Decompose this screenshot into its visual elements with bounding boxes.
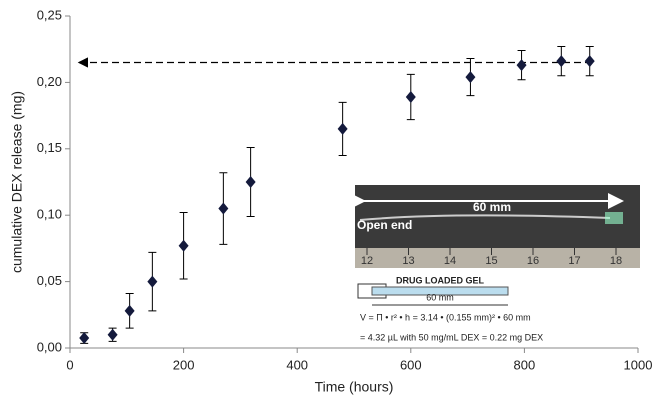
plot: 0,00 0,05 0,10 0,15 0,20 0,25 0 200 400 600 800 100… <box>37 7 653 372</box>
x-axis-label: Time (hours) <box>315 379 394 395</box>
point <box>465 71 476 84</box>
y-axis-label: cumulative DEX release (mg) <box>9 91 25 273</box>
ruler-label: 17 <box>568 255 580 267</box>
x-tick-label: 200 <box>173 357 195 372</box>
tube <box>359 214 611 221</box>
point <box>218 202 229 215</box>
y-tick-label: 0,15 <box>37 140 62 155</box>
gel-label: DRUG LOADED GEL <box>396 275 485 285</box>
y-tick-label: 0,20 <box>37 74 62 89</box>
end-label: Open end <box>357 218 412 232</box>
gel <box>371 286 509 296</box>
point <box>556 55 567 68</box>
ruler <box>355 248 640 268</box>
x-tick-label: 0 <box>66 357 73 372</box>
point <box>79 332 90 345</box>
length-label: 60 mm <box>473 200 511 214</box>
point <box>147 275 158 288</box>
x-tick-label: 400 <box>286 357 308 372</box>
formula: V = Π • r² • h = 3.14 • (0.155 mm)² • 60… <box>360 312 531 322</box>
point <box>584 55 595 68</box>
ruler-label: 15 <box>485 255 497 267</box>
point <box>107 328 118 341</box>
point <box>337 122 348 135</box>
y-tick-label: 0,25 <box>37 7 62 22</box>
ruler-label: 18 <box>610 255 622 267</box>
ruler-label: 14 <box>444 255 456 267</box>
ruler-label: 16 <box>527 255 539 267</box>
gel-length: 60 mm <box>426 292 454 302</box>
x-tick-label: 800 <box>514 357 536 372</box>
point <box>178 239 189 252</box>
inset: 60 mm Open end DRUG LOADED GEL 60 mm V =… <box>350 185 640 342</box>
point <box>405 91 416 104</box>
ruler-label: 12 <box>361 255 373 267</box>
ruler-label: 13 <box>402 255 414 267</box>
x-tick-label: 1000 <box>624 357 653 372</box>
point <box>516 59 527 72</box>
point <box>124 304 135 317</box>
y-tick-label: 0,10 <box>37 207 62 222</box>
y-tick-label: 0,00 <box>37 339 62 354</box>
x-tick-label: 600 <box>400 357 422 372</box>
tube-end <box>605 212 623 224</box>
point <box>245 176 256 188</box>
formula: = 4.32 µL with 50 mg/mL DEX = 0.22 mg DE… <box>360 332 543 342</box>
y-tick-label: 0,05 <box>37 273 62 288</box>
